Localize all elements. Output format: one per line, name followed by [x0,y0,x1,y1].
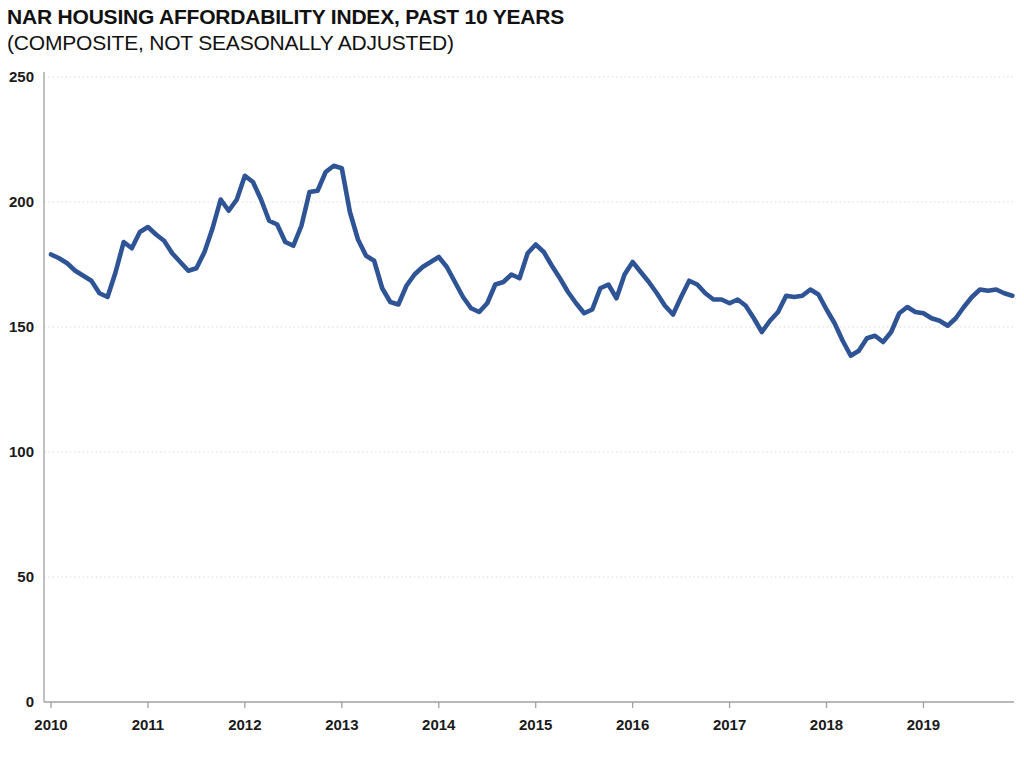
y-axis-tick-label-250: 250 [9,68,34,85]
x-axis-tick-label-2016: 2016 [616,716,649,733]
y-axis-tick-label-200: 200 [9,193,34,210]
x-axis-tick-label-2012: 2012 [228,716,261,733]
affordability-line-chart: 0 50 100 150 200 250 2010 2011 2012 2013 2014 2015 2… [0,0,1024,761]
y-axis-tick-label-100: 100 [9,443,34,460]
x-axis-tick-label-2011: 2011 [132,716,165,733]
x-axis-tick-label-2017: 2017 [713,716,746,733]
chart-header: NAR HOUSING AFFORDABILITY INDEX, PAST 10… [7,4,564,57]
y-axis-tick-label-50: 50 [17,568,34,585]
x-axis-tick-label-2015: 2015 [519,716,552,733]
chart-canvas: 0 50 100 150 200 250 2010 2011 2012 2013 2014 2015 2… [0,0,1024,761]
x-axis-tick-label-2013: 2013 [325,716,358,733]
y-axis-tick-label-150: 150 [9,318,34,335]
chart-page: 0 50 100 150 200 250 2010 2011 2012 2013 2014 2015 2… [0,0,1024,761]
x-axis-tick-label-2010: 2010 [34,716,67,733]
y-axis-tick-label-0: 0 [26,693,34,710]
chart-title: NAR HOUSING AFFORDABILITY INDEX, PAST 10… [7,4,564,30]
chart-subtitle: (COMPOSITE, NOT SEASONALLY ADJUSTED) [7,30,564,56]
x-axis-tick-label-2018: 2018 [810,716,843,733]
x-axis-tick-label-2014: 2014 [422,716,456,733]
x-axis-tick-label-2019: 2019 [907,716,940,733]
